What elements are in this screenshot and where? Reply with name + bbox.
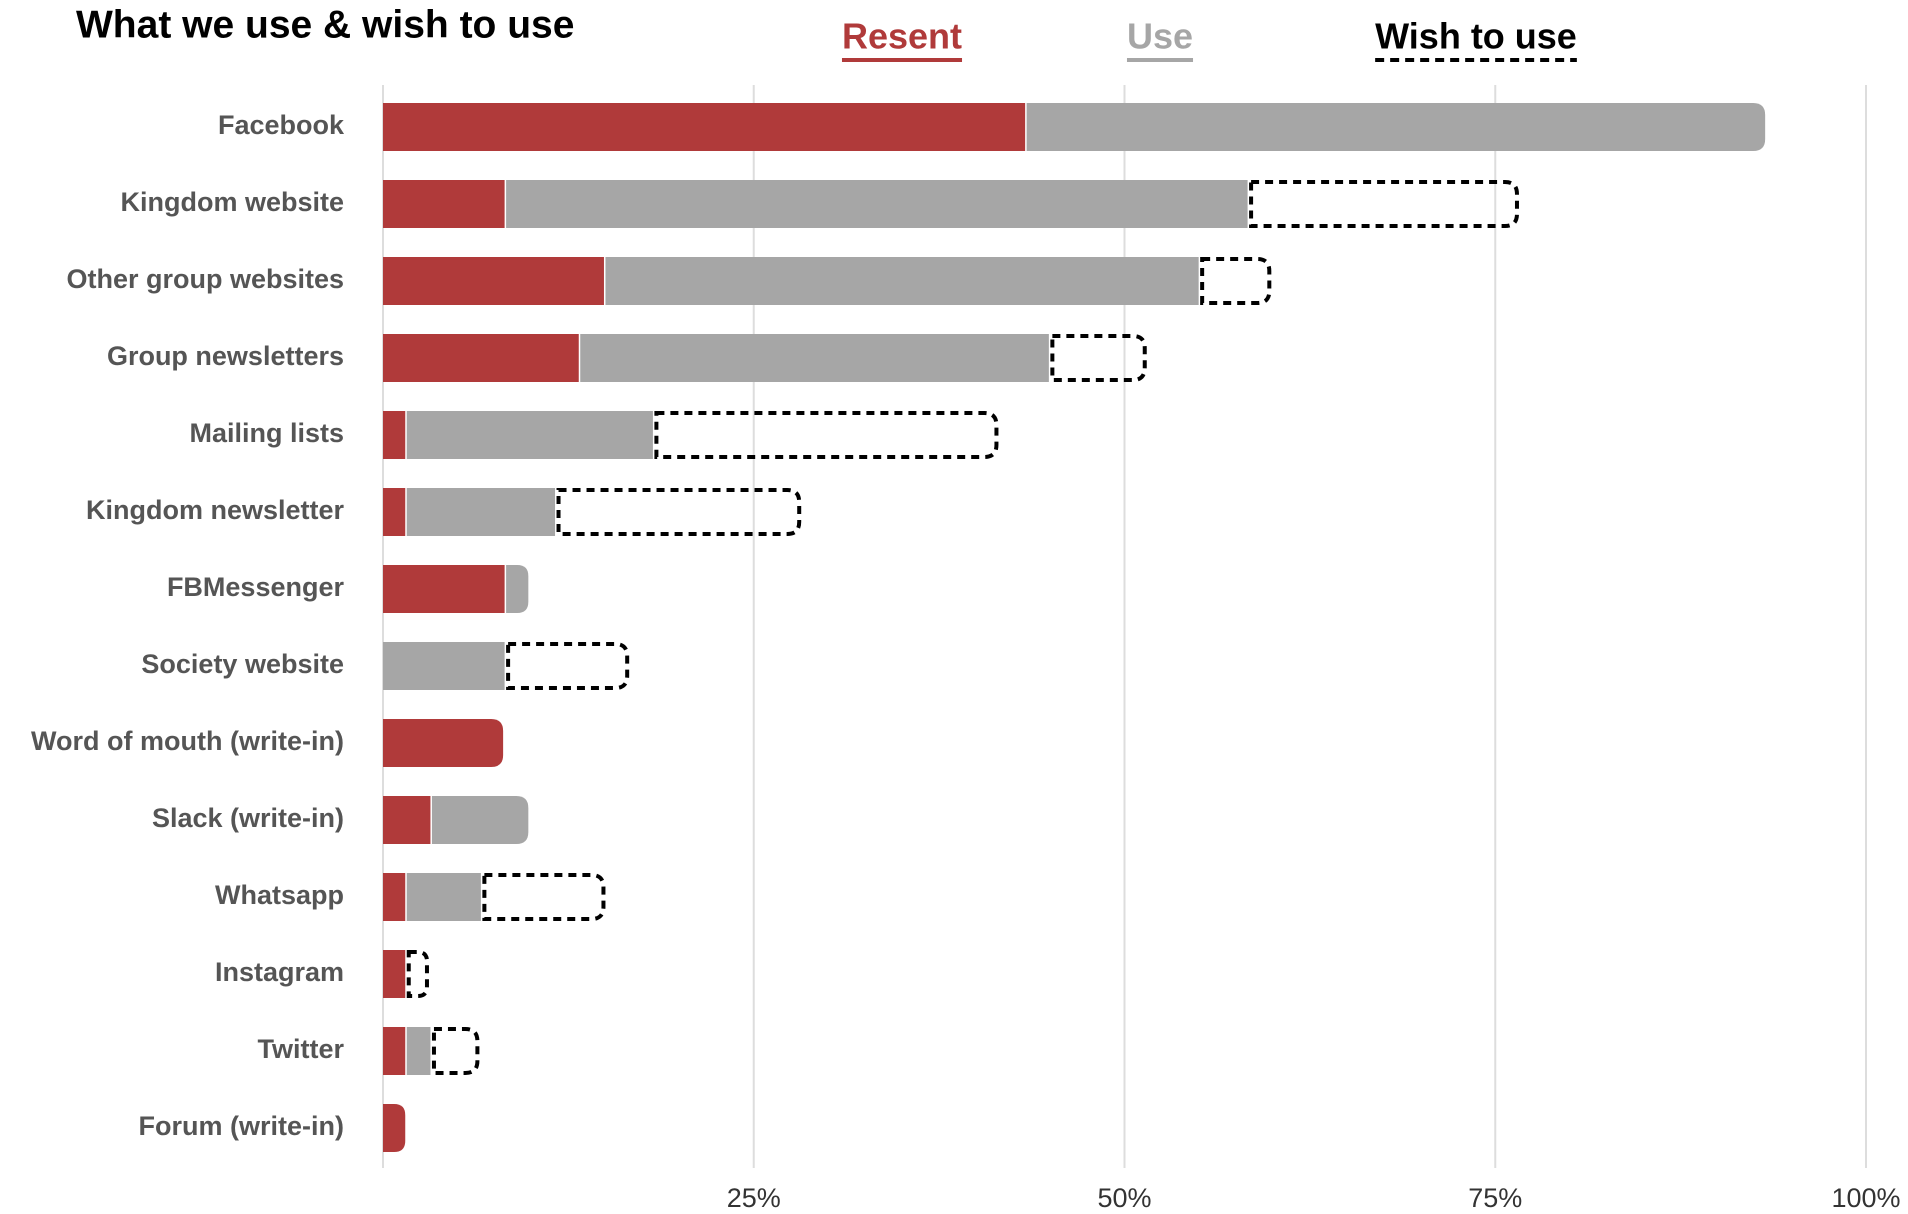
bar-segment xyxy=(406,1027,431,1075)
bar-segment xyxy=(431,1027,480,1075)
category-label: Group newsletters xyxy=(107,341,344,371)
bar-segment xyxy=(1249,180,1519,228)
bar-segment xyxy=(1026,103,1766,151)
bar-segment xyxy=(1050,334,1147,382)
bar-segment xyxy=(406,411,653,459)
bar-segment xyxy=(506,180,1248,228)
chart-title: What we use & wish to use xyxy=(76,3,574,46)
category-label: Whatsapp xyxy=(215,880,344,910)
bar-segment xyxy=(383,411,406,459)
legend-label: Resent xyxy=(842,16,962,57)
category-label: Forum (write-in) xyxy=(139,1111,344,1141)
bar-segment xyxy=(406,873,481,921)
bar-segment xyxy=(383,719,504,767)
bar-segment xyxy=(383,873,406,921)
bar-segment xyxy=(383,642,505,690)
category-label: Facebook xyxy=(218,110,345,140)
x-tick-label: 50% xyxy=(1097,1183,1151,1213)
bar-segment xyxy=(383,1104,406,1152)
bar-segment xyxy=(506,642,630,690)
category-label: Other group websites xyxy=(66,264,344,294)
category-label: FBMessenger xyxy=(167,572,345,602)
bar-segment xyxy=(383,796,431,844)
category-label: Instagram xyxy=(215,957,344,987)
category-label: Twitter xyxy=(258,1034,345,1064)
bar-segment xyxy=(605,257,1199,305)
bar-segment xyxy=(654,411,999,459)
bar-segment xyxy=(383,1027,406,1075)
category-label: Kingdom website xyxy=(120,187,344,217)
bar-segment xyxy=(431,796,529,844)
legend-label: Wish to use xyxy=(1375,16,1577,57)
x-tick-label: 25% xyxy=(727,1183,781,1213)
bar-segment xyxy=(1200,257,1272,305)
category-label: Kingdom newsletter xyxy=(86,495,345,525)
bar-segment xyxy=(556,488,802,536)
bar-segment xyxy=(383,565,505,613)
bar-segment xyxy=(506,565,529,613)
x-tick-label: 75% xyxy=(1468,1183,1522,1213)
category-label: Mailing lists xyxy=(189,418,344,448)
bar-segment xyxy=(382,103,1026,151)
bar-segment xyxy=(580,334,1049,382)
bar-segment xyxy=(482,873,606,921)
bar-segment xyxy=(383,488,406,536)
bar-segment xyxy=(406,488,556,536)
bar-segment xyxy=(383,180,505,228)
bar-segment xyxy=(383,334,579,382)
legend-label: Use xyxy=(1127,16,1193,57)
bar-segment xyxy=(406,950,429,998)
x-tick-label: 100% xyxy=(1831,1183,1900,1213)
bar-segment xyxy=(383,257,604,305)
bar-segment xyxy=(383,950,406,998)
category-label: Slack (write-in) xyxy=(152,803,344,833)
category-label: Society website xyxy=(141,649,344,679)
category-label: Word of mouth (write-in) xyxy=(31,726,344,756)
